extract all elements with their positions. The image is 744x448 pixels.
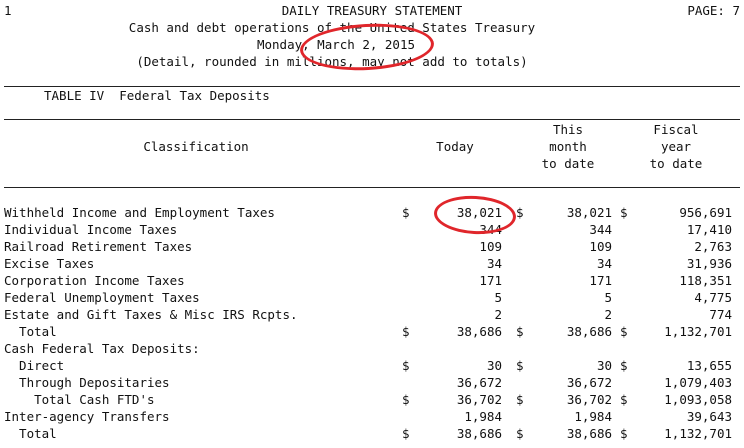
document-title: DAILY TREASURY STATEMENT (281, 3, 463, 18)
fiscal-year-to-date-value: 956,691 (679, 205, 732, 220)
fiscal-year-to-date-value: 4,775 (694, 290, 732, 305)
month-to-date-value: 344 (589, 222, 612, 237)
dollar-sign-month: $ (516, 205, 524, 220)
document-subtitle: Cash and debt operations of the United S… (128, 20, 536, 35)
fiscal-year-to-date-value: 13,655 (686, 358, 732, 373)
fiscal-year-to-date-value: 1,093,058 (664, 392, 732, 407)
row-label: Withheld Income and Employment Taxes (4, 205, 275, 220)
col-header-today: Today (436, 139, 474, 154)
today-value: 36,672 (456, 375, 502, 390)
today-value: 38,686 (456, 426, 502, 441)
month-to-date-value: 5 (604, 290, 612, 305)
today-value: 5 (494, 290, 502, 305)
dollar-sign-today: $ (402, 358, 410, 373)
row-label: Estate and Gift Taxes & Misc IRS Rcpts. (4, 307, 298, 322)
fiscal-year-to-date-value: 774 (709, 307, 732, 322)
month-to-date-value: 30 (596, 358, 612, 373)
fiscal-year-to-date-value: 1,079,403 (664, 375, 732, 390)
row-label: Total Cash FTD's (4, 392, 155, 407)
today-value: 109 (479, 239, 502, 254)
row-label: Corporation Income Taxes (4, 273, 185, 288)
fiscal-year-to-date-value: 39,643 (686, 409, 732, 424)
dollar-sign-today: $ (402, 324, 410, 339)
month-to-date-value: 34 (596, 256, 612, 271)
row-label: Excise Taxes (4, 256, 95, 271)
dollar-sign-fiscal: $ (620, 426, 628, 441)
statement-date: Monday, March 2, 2015 (256, 37, 416, 52)
col-header-fiscal-line1: Fiscal (653, 122, 699, 137)
dollar-sign-today: $ (402, 205, 410, 220)
col-header-month-line1: This (552, 122, 584, 137)
month-to-date-value: 36,672 (566, 375, 612, 390)
row-label: Federal Unemployment Taxes (4, 290, 200, 305)
body-rule (4, 187, 740, 188)
today-value: 36,702 (456, 392, 502, 407)
row-label: Inter-agency Transfers (4, 409, 170, 424)
month-to-date-value: 38,686 (566, 324, 612, 339)
dollar-sign-fiscal: $ (620, 358, 628, 373)
table-title: TABLE IV Federal Tax Deposits (44, 88, 270, 103)
month-to-date-value: 38,686 (566, 426, 612, 441)
today-value: 30 (486, 358, 502, 373)
row-label: Individual Income Taxes (4, 222, 178, 237)
month-to-date-value: 36,702 (566, 392, 612, 407)
month-to-date-value: 109 (589, 239, 612, 254)
fiscal-year-to-date-value: 118,351 (679, 273, 732, 288)
month-to-date-value: 2 (604, 307, 612, 322)
row-label: Total (4, 324, 57, 339)
today-value: 2 (494, 307, 502, 322)
col-header-fiscal-line3: to date (649, 156, 703, 171)
top-rule (4, 86, 740, 87)
fiscal-year-to-date-value: 17,410 (686, 222, 732, 237)
month-to-date-value: 38,021 (566, 205, 612, 220)
rounding-note: (Detail, rounded in millions, may not ad… (136, 54, 528, 69)
col-header-classification: Classification (143, 139, 249, 154)
col-header-fiscal-line2: year (660, 139, 692, 154)
dollar-sign-month: $ (516, 324, 524, 339)
month-to-date-value: 171 (589, 273, 612, 288)
row-label: Direct (4, 358, 65, 373)
row-label: Total (4, 426, 57, 441)
dollar-sign-month: $ (516, 358, 524, 373)
month-to-date-value: 1,984 (574, 409, 612, 424)
dollar-sign-fiscal: $ (620, 392, 628, 407)
row-label: Cash Federal Tax Deposits: (4, 341, 200, 356)
fiscal-year-to-date-value: 2,763 (694, 239, 732, 254)
col-header-month-line3: to date (541, 156, 595, 171)
dollar-sign-month: $ (516, 392, 524, 407)
today-value: 38,021 (456, 205, 502, 220)
today-value: 1,984 (464, 409, 502, 424)
fiscal-year-to-date-value: 1,132,701 (664, 324, 732, 339)
row-label: Railroad Retirement Taxes (4, 239, 193, 254)
today-value: 38,686 (456, 324, 502, 339)
dollar-sign-today: $ (402, 426, 410, 441)
today-value: 344 (479, 222, 502, 237)
today-value: 34 (486, 256, 502, 271)
dollar-sign-fiscal: $ (620, 324, 628, 339)
row-label: Through Depositaries (4, 375, 170, 390)
page-number-label: PAGE: 7 (687, 3, 740, 18)
dollar-sign-month: $ (516, 426, 524, 441)
dollar-sign-today: $ (402, 392, 410, 407)
fiscal-year-to-date-value: 31,936 (686, 256, 732, 271)
fiscal-year-to-date-value: 1,132,701 (664, 426, 732, 441)
page-index: 1 (4, 3, 12, 18)
header-rule (4, 119, 740, 120)
dollar-sign-fiscal: $ (620, 205, 628, 220)
today-value: 171 (479, 273, 502, 288)
col-header-month-line2: month (549, 139, 587, 154)
